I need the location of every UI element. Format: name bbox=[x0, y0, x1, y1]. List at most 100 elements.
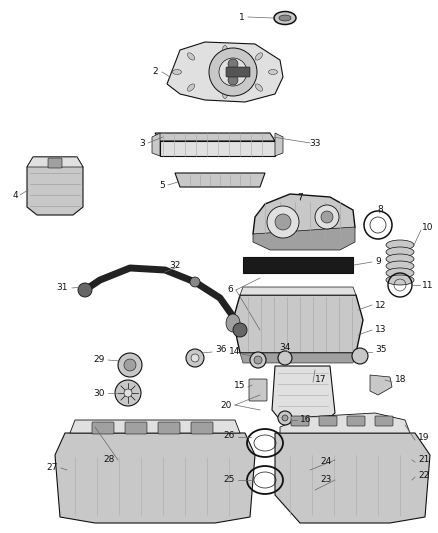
Circle shape bbox=[190, 277, 200, 287]
Polygon shape bbox=[272, 366, 335, 426]
Text: 24: 24 bbox=[321, 457, 332, 466]
Polygon shape bbox=[175, 173, 265, 187]
Text: 7: 7 bbox=[297, 192, 303, 201]
Text: 8: 8 bbox=[377, 206, 383, 214]
Circle shape bbox=[228, 59, 238, 69]
Ellipse shape bbox=[268, 69, 278, 75]
Text: 20: 20 bbox=[221, 400, 232, 409]
Polygon shape bbox=[240, 287, 356, 295]
Text: 9: 9 bbox=[375, 257, 381, 266]
Ellipse shape bbox=[255, 53, 263, 60]
Circle shape bbox=[186, 349, 204, 367]
Ellipse shape bbox=[386, 254, 414, 264]
Text: 17: 17 bbox=[315, 376, 326, 384]
Ellipse shape bbox=[187, 84, 195, 91]
Text: 18: 18 bbox=[395, 376, 406, 384]
Text: 6: 6 bbox=[227, 286, 233, 295]
Circle shape bbox=[115, 380, 141, 406]
Circle shape bbox=[191, 354, 199, 362]
FancyBboxPatch shape bbox=[92, 422, 114, 434]
Ellipse shape bbox=[386, 240, 414, 250]
Text: 4: 4 bbox=[12, 190, 18, 199]
Text: 14: 14 bbox=[229, 348, 240, 357]
Circle shape bbox=[321, 211, 333, 223]
FancyBboxPatch shape bbox=[347, 416, 365, 426]
Polygon shape bbox=[240, 353, 356, 363]
Text: 3: 3 bbox=[139, 139, 145, 148]
Text: 10: 10 bbox=[422, 223, 434, 232]
Text: 19: 19 bbox=[418, 433, 430, 442]
Ellipse shape bbox=[173, 69, 181, 75]
Ellipse shape bbox=[386, 268, 414, 278]
Circle shape bbox=[254, 356, 262, 364]
Circle shape bbox=[78, 283, 92, 297]
Polygon shape bbox=[27, 157, 83, 215]
FancyBboxPatch shape bbox=[319, 416, 337, 426]
Circle shape bbox=[250, 352, 266, 368]
Circle shape bbox=[233, 323, 247, 337]
Polygon shape bbox=[70, 420, 240, 433]
Circle shape bbox=[278, 411, 292, 425]
Text: 11: 11 bbox=[422, 280, 434, 289]
FancyBboxPatch shape bbox=[226, 67, 250, 77]
Text: 34: 34 bbox=[279, 343, 291, 351]
Circle shape bbox=[315, 205, 339, 229]
Ellipse shape bbox=[274, 12, 296, 25]
Text: 23: 23 bbox=[321, 475, 332, 484]
FancyBboxPatch shape bbox=[158, 422, 180, 434]
Text: 2: 2 bbox=[152, 68, 158, 77]
Polygon shape bbox=[370, 375, 392, 395]
Text: 5: 5 bbox=[159, 181, 165, 190]
Circle shape bbox=[278, 351, 292, 365]
Text: 31: 31 bbox=[57, 284, 68, 293]
Text: 16: 16 bbox=[300, 416, 311, 424]
Ellipse shape bbox=[386, 247, 414, 257]
FancyBboxPatch shape bbox=[291, 416, 309, 426]
Text: 25: 25 bbox=[224, 475, 235, 484]
Polygon shape bbox=[160, 141, 275, 156]
Text: 22: 22 bbox=[418, 471, 429, 480]
Ellipse shape bbox=[255, 84, 263, 91]
Circle shape bbox=[275, 214, 291, 230]
Circle shape bbox=[124, 359, 136, 371]
FancyBboxPatch shape bbox=[48, 158, 62, 168]
Polygon shape bbox=[253, 194, 355, 244]
Text: 26: 26 bbox=[224, 431, 235, 440]
Ellipse shape bbox=[386, 275, 414, 285]
FancyBboxPatch shape bbox=[191, 422, 213, 434]
Text: 36: 36 bbox=[215, 345, 226, 354]
Text: 35: 35 bbox=[375, 345, 386, 354]
Ellipse shape bbox=[223, 45, 227, 54]
Text: 27: 27 bbox=[46, 464, 58, 472]
Text: 32: 32 bbox=[170, 261, 181, 270]
Circle shape bbox=[352, 348, 368, 364]
Ellipse shape bbox=[386, 261, 414, 271]
Polygon shape bbox=[55, 433, 255, 523]
Circle shape bbox=[282, 415, 288, 421]
Text: 33: 33 bbox=[309, 139, 321, 148]
FancyBboxPatch shape bbox=[249, 379, 267, 401]
Text: 29: 29 bbox=[94, 356, 105, 365]
Text: 13: 13 bbox=[375, 326, 386, 335]
Circle shape bbox=[267, 206, 299, 238]
Polygon shape bbox=[280, 413, 410, 433]
FancyBboxPatch shape bbox=[125, 422, 147, 434]
Circle shape bbox=[118, 353, 142, 377]
Ellipse shape bbox=[279, 15, 291, 21]
Polygon shape bbox=[152, 133, 160, 156]
Ellipse shape bbox=[223, 90, 227, 99]
Polygon shape bbox=[155, 133, 275, 141]
Polygon shape bbox=[27, 157, 83, 167]
Circle shape bbox=[228, 75, 238, 85]
FancyBboxPatch shape bbox=[375, 416, 393, 426]
Circle shape bbox=[209, 48, 257, 96]
Circle shape bbox=[124, 389, 132, 397]
Text: 21: 21 bbox=[418, 456, 429, 464]
Text: 12: 12 bbox=[375, 301, 386, 310]
Polygon shape bbox=[275, 133, 283, 156]
Ellipse shape bbox=[226, 314, 240, 332]
Polygon shape bbox=[167, 42, 283, 102]
Circle shape bbox=[219, 58, 247, 86]
Text: 1: 1 bbox=[239, 12, 245, 21]
Polygon shape bbox=[253, 227, 355, 250]
